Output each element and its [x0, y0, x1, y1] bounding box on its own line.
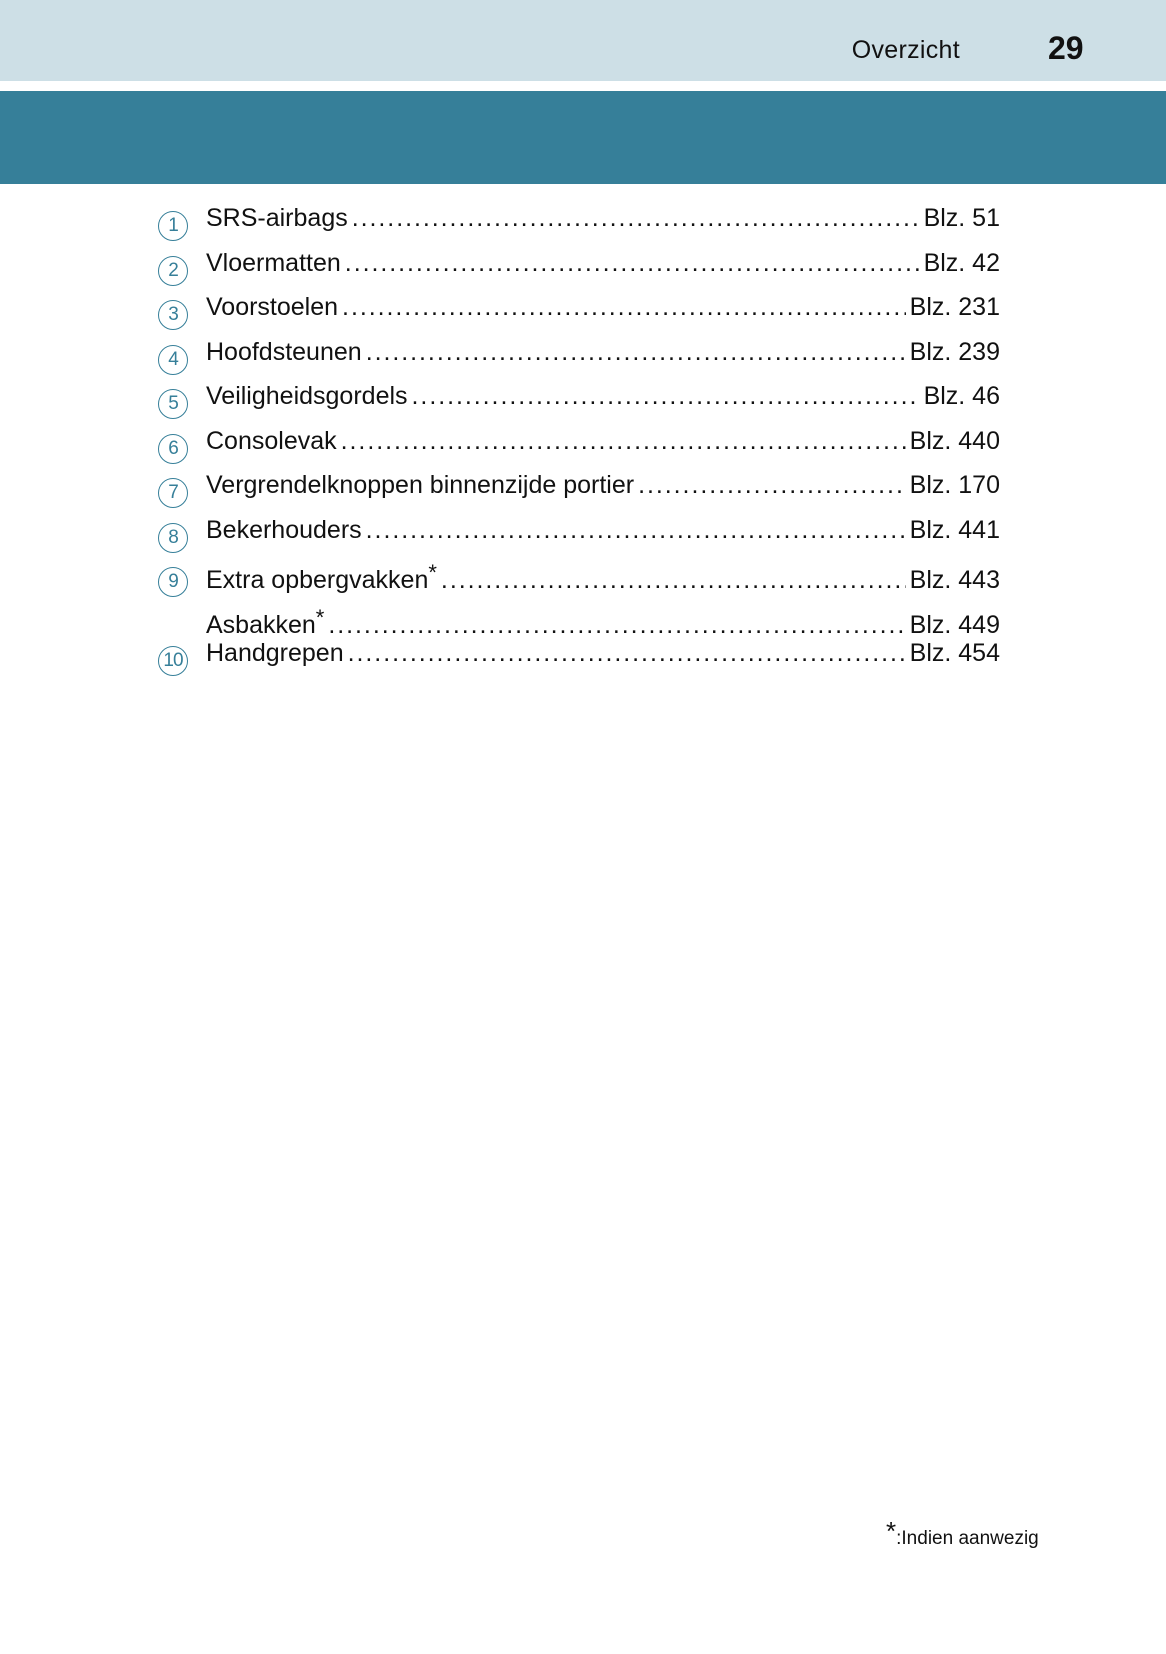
dot-leader [441, 566, 906, 595]
dot-leader [352, 204, 920, 233]
list-item: 5 Veiligheidsgordels Blz. 46 [158, 382, 1000, 427]
footnote-marker: * [428, 560, 437, 585]
item-number-badge: 3 [158, 300, 188, 331]
item-label: Extra opbergvakken* [206, 560, 437, 595]
item-label-text: Asbakken [206, 610, 316, 639]
item-label: Veiligheidsgordels [206, 382, 408, 411]
page-reference: Blz. 239 [909, 337, 1000, 366]
page-reference: Blz. 231 [909, 293, 1000, 321]
footnote-marker: * [315, 604, 325, 630]
item-number-badge: 4 [158, 344, 188, 375]
item-label-text: Vloermatten [206, 248, 341, 277]
item-label: Vergrendelknoppen binnenzijde portier [206, 471, 634, 500]
page-reference: Blz. 440 [909, 426, 1000, 455]
item-label-text: Vergrendelknoppen binnenzijde portier [206, 471, 635, 499]
item-label-text: Hoofdsteunen [206, 337, 362, 366]
page-reference: Blz. 443 [909, 566, 1000, 594]
page-reference: Blz. 42 [923, 248, 1000, 277]
dot-leader [366, 516, 906, 545]
accent-band [0, 91, 1166, 184]
item-label: Asbakken* [206, 605, 324, 640]
list-item: 7 Vergrendelknoppen binnenzijde portier Bl… [158, 471, 1000, 516]
page-number: 29 [1048, 30, 1084, 66]
footnote-star: * [886, 1516, 897, 1546]
header-band [0, 0, 1166, 81]
item-number-badge: 2 [158, 255, 188, 286]
footnote: *:Indien aanwezig [886, 1516, 1039, 1550]
dot-leader [345, 249, 920, 278]
item-number-badge: 1 [158, 211, 188, 242]
item-label-text: SRS-airbags [206, 204, 348, 232]
dot-leader [412, 382, 920, 411]
item-number-badge: 9 [158, 567, 188, 598]
page-reference: Blz. 46 [923, 382, 1000, 410]
page-reference: Blz. 51 [923, 204, 1000, 232]
footnote-text: :Indien aanwezig [896, 1528, 1039, 1549]
list-item: 2 Vloermatten Blz. 42 [158, 249, 1000, 294]
dot-leader [638, 471, 906, 500]
item-number-badge: 8 [158, 522, 188, 553]
page-reference: Blz. 170 [909, 471, 1000, 499]
item-label-text: Veiligheidsgordels [206, 382, 408, 410]
item-number-badge: 6 [158, 433, 188, 464]
item-label-text: Voorstoelen [206, 293, 339, 321]
dot-leader [341, 427, 906, 456]
page-reference: Blz. 454 [909, 638, 1000, 667]
item-label: Hoofdsteunen [206, 338, 362, 367]
page-reference: Blz. 441 [909, 515, 1000, 544]
list-item: 10 Handgrepen Blz. 454 [158, 639, 1000, 684]
list-item: Asbakken* Blz. 449 [158, 605, 1000, 639]
item-number-badge: 7 [158, 478, 188, 509]
item-number-badge: 10 [158, 645, 188, 676]
dot-leader [366, 338, 906, 367]
list-item: 6 Consolevak Blz. 440 [158, 427, 1000, 472]
item-label-text: Bekerhouders [206, 515, 362, 544]
item-label: Consolevak [206, 427, 337, 456]
dot-leader [328, 611, 905, 640]
item-label: Vloermatten [206, 249, 341, 278]
list-item: 1 SRS-airbags Blz. 51 [158, 204, 1000, 249]
page-reference: Blz. 449 [909, 610, 1000, 639]
item-label: Bekerhouders [206, 516, 362, 545]
dot-leader [348, 639, 906, 668]
dot-leader [342, 293, 906, 322]
item-label-text: Extra opbergvakken [206, 566, 429, 594]
item-label: Handgrepen [206, 639, 344, 668]
item-label: SRS-airbags [206, 204, 348, 233]
item-label: Voorstoelen [206, 293, 338, 322]
list-item: 8 Bekerhouders Blz. 441 [158, 516, 1000, 561]
section-title: Overzicht [851, 36, 960, 64]
item-number-badge: 5 [158, 389, 188, 420]
list-item: 4 Hoofdsteunen Blz. 239 [158, 338, 1000, 383]
list-item: 9 Extra opbergvakken* Blz. 443 [158, 560, 1000, 605]
list-item: 3 Voorstoelen Blz. 231 [158, 293, 1000, 338]
item-label-text: Handgrepen [206, 638, 344, 667]
item-label-text: Consolevak [206, 426, 337, 455]
